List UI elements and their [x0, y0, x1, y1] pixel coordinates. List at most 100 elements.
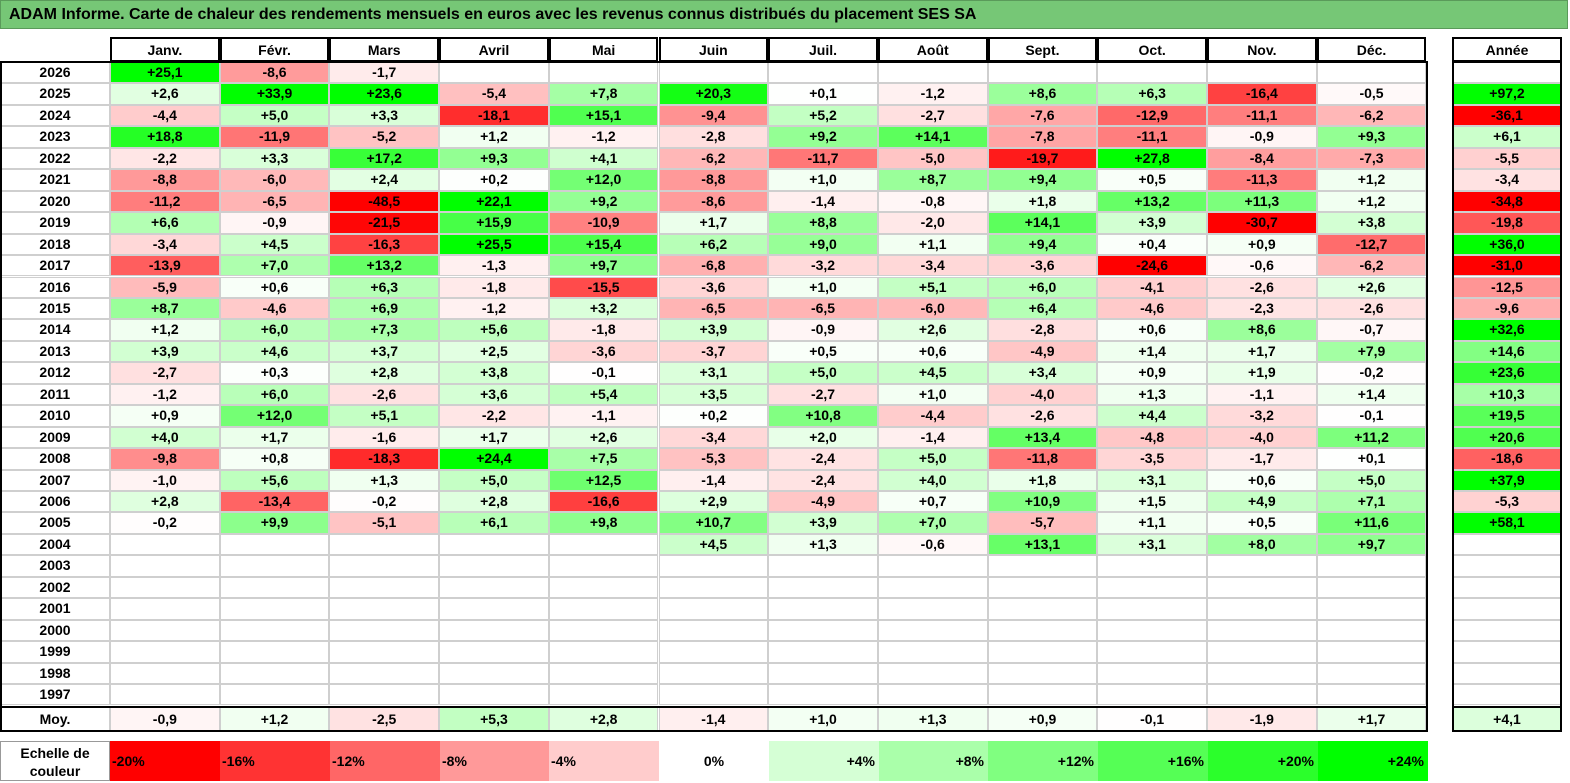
color-scale-step: +16% [1098, 741, 1208, 781]
heatmap-cell: +33,9 [219, 83, 330, 105]
heatmap-cell: +9,4 [987, 233, 1098, 256]
heatmap-cell [877, 576, 988, 599]
average-cell: +1,0 [768, 707, 878, 731]
annual-cell [1452, 555, 1562, 577]
heatmap-cell: +8,7 [110, 297, 220, 320]
heatmap-cell: -1,4 [877, 426, 988, 449]
annual-cell [1452, 662, 1562, 685]
heatmap-cell: +2,6 [877, 319, 988, 341]
heatmap-cell: +1,3 [1097, 383, 1207, 406]
heatmap-cell: -7,8 [987, 126, 1098, 148]
heatmap-cell [1097, 62, 1207, 84]
heatmap-cell: -3,5 [1097, 448, 1207, 470]
heatmap-cell [987, 662, 1098, 685]
heatmap-cell: -11,7 [768, 147, 878, 170]
heatmap-cell [1207, 598, 1317, 620]
heatmap-cell: -6,0 [877, 297, 988, 320]
heatmap-cell: -1,2 [877, 83, 988, 105]
annual-cell [1452, 62, 1562, 84]
annual-cell [1452, 684, 1562, 706]
row-year-label: 2000 [0, 619, 110, 642]
row-year-label: 2009 [0, 426, 110, 449]
heatmap-cell [1097, 662, 1207, 685]
heatmap-cell: -0,1 [548, 362, 659, 384]
heatmap-cell [548, 598, 659, 620]
heatmap-cell [439, 555, 549, 577]
heatmap-cell [1207, 662, 1317, 685]
heatmap-cell: -0,1 [1316, 405, 1427, 427]
color-scale-step: -20% [110, 741, 220, 781]
heatmap-cell [548, 62, 659, 84]
row-year-label: 1998 [0, 662, 110, 685]
row-year-label: 2010 [0, 405, 110, 427]
heatmap-cell [987, 598, 1098, 620]
heatmap-cell: -2,4 [768, 469, 878, 491]
heatmap-cell: -2,6 [1316, 297, 1427, 320]
heatmap-cell: -0,7 [1316, 319, 1427, 341]
heatmap-cell [1207, 555, 1317, 577]
heatmap-cell: +1,1 [1097, 512, 1207, 534]
heatmap-cell: +5,6 [219, 469, 330, 491]
heatmap-cell: -1,2 [110, 383, 220, 406]
heatmap-cell: +4,4 [1097, 405, 1207, 427]
heatmap-cell: +5,0 [1316, 469, 1427, 491]
heatmap-cell [329, 555, 440, 577]
heatmap-cell: +25,5 [439, 233, 549, 256]
heatmap-cell: +2,4 [329, 169, 440, 191]
heatmap-cell: +0,7 [877, 491, 988, 513]
heatmap-cell: +6,0 [219, 383, 330, 406]
heatmap-cell: +1,7 [658, 212, 769, 234]
heatmap-cell: -1,7 [1207, 448, 1317, 470]
heatmap-cell: -7,3 [1316, 147, 1427, 170]
heatmap-cell: -8,6 [219, 62, 330, 84]
heatmap-cell: -6,5 [219, 190, 330, 213]
heatmap-cell [219, 619, 330, 642]
heatmap-cell [110, 555, 220, 577]
heatmap-cell [987, 641, 1098, 663]
heatmap-cell: +8,6 [1207, 319, 1317, 341]
row-year-label: 1999 [0, 641, 110, 663]
row-year-label: 2006 [0, 491, 110, 513]
heatmap-cell: +1,8 [987, 469, 1098, 491]
heatmap-cell: +2,5 [439, 340, 549, 363]
heatmap-cell: +7,0 [219, 255, 330, 277]
heatmap-cell: +6,4 [987, 297, 1098, 320]
row-year-label: 2020 [0, 190, 110, 213]
heatmap-cell [110, 619, 220, 642]
heatmap-cell: +0,5 [768, 340, 878, 363]
annual-cell: -5,3 [1452, 491, 1562, 513]
heatmap-cell [548, 555, 659, 577]
heatmap-cell: +5,2 [768, 104, 878, 127]
heatmap-cell [987, 62, 1098, 84]
heatmap-cell [219, 533, 330, 556]
heatmap-cell: -4,1 [1097, 276, 1207, 298]
heatmap-cell: +6,6 [110, 212, 220, 234]
row-year-label: 1997 [0, 684, 110, 706]
color-scale-label: Echelle de couleur [0, 741, 110, 781]
annual-cell: +23,6 [1452, 362, 1562, 384]
heatmap-cell: -18,3 [329, 448, 440, 470]
heatmap-cell: +2,8 [439, 491, 549, 513]
heatmap-cell: +1,0 [768, 276, 878, 298]
heatmap-cell: -2,7 [877, 104, 988, 127]
heatmap-cell: +8,6 [987, 83, 1098, 105]
heatmap-cell: -3,6 [987, 255, 1098, 277]
annual-cell [1452, 619, 1562, 642]
row-year-label: 2022 [0, 147, 110, 170]
heatmap-cell: +5,1 [877, 276, 988, 298]
heatmap-cell: -5,4 [439, 83, 549, 105]
heatmap-cell: -3,4 [877, 255, 988, 277]
heatmap-cell: -4,6 [1097, 297, 1207, 320]
heatmap-cell: +11,6 [1316, 512, 1427, 534]
heatmap-cell: +4,5 [219, 233, 330, 256]
heatmap-cell: +6,9 [329, 297, 440, 320]
heatmap-cell [658, 662, 769, 685]
heatmap-cell [768, 598, 878, 620]
heatmap-cell: -2,6 [329, 383, 440, 406]
heatmap-cell: +4,0 [877, 469, 988, 491]
heatmap-cell: -8,8 [658, 169, 769, 191]
heatmap-cell: -6,2 [1316, 255, 1427, 277]
heatmap-cell [219, 555, 330, 577]
heatmap-cell [110, 641, 220, 663]
heatmap-cell: -4,4 [110, 104, 220, 127]
